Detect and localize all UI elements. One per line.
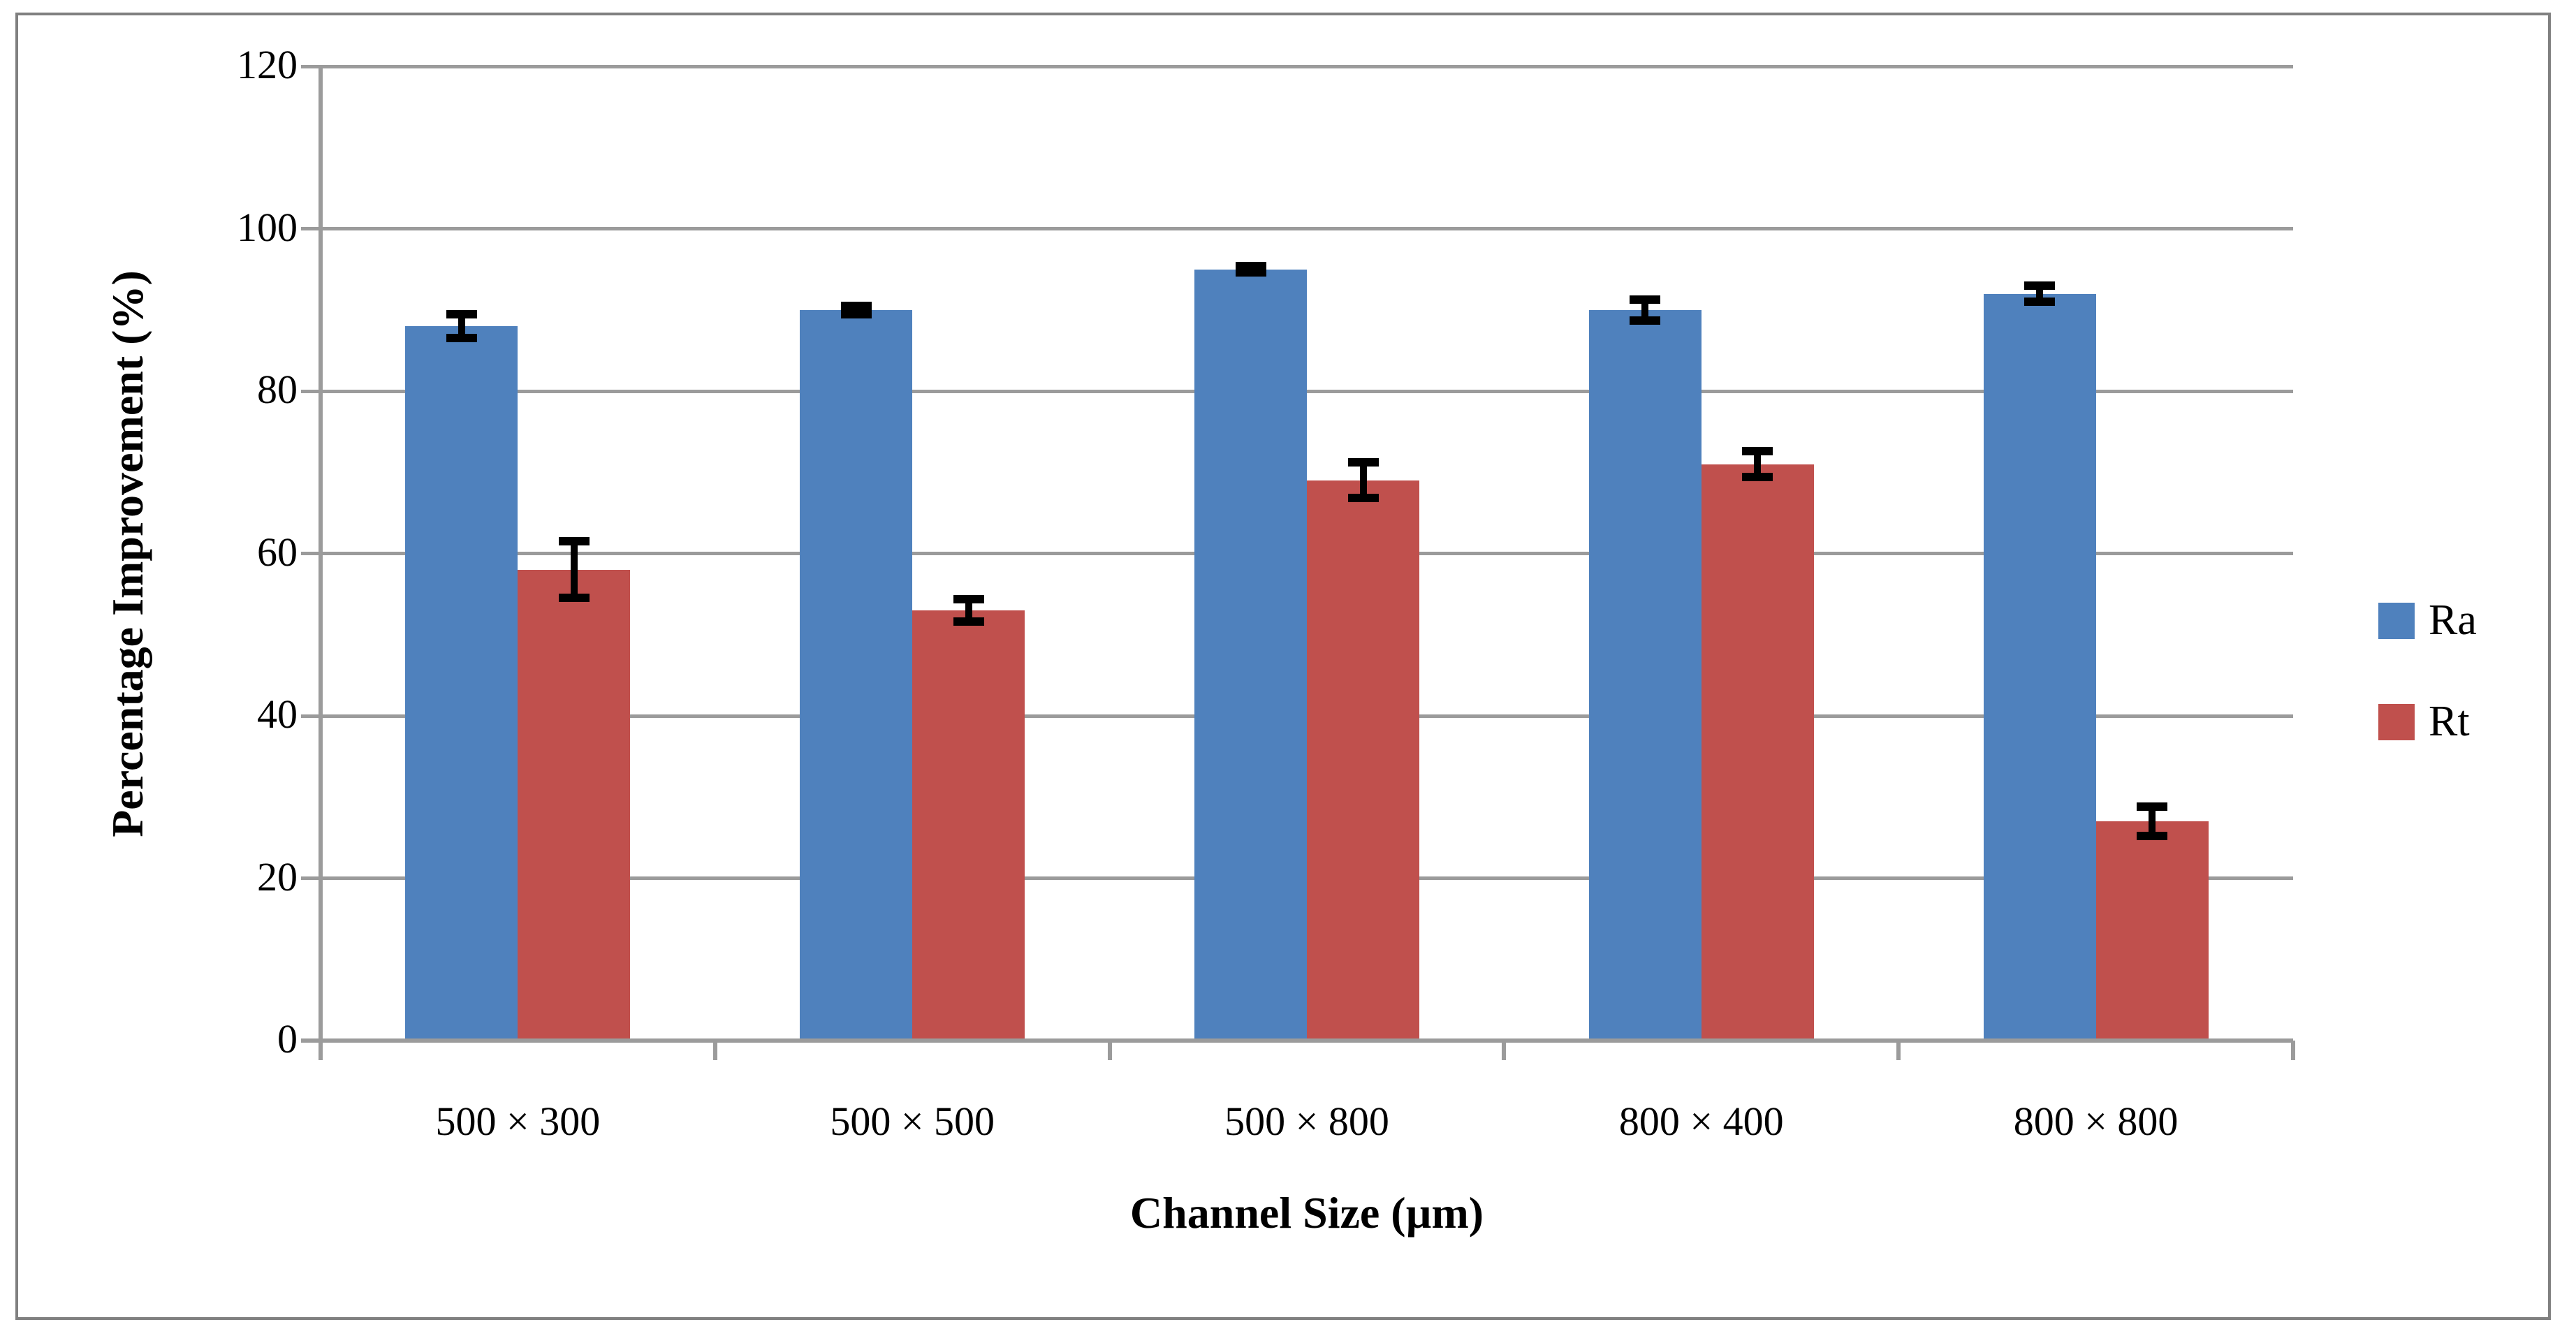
error-cap-bottom [2024,298,2056,307]
y-tick-label-100: 100 [237,204,298,250]
legend-label-ra: Ra [2429,596,2477,644]
error-cap-bottom [1235,268,1266,277]
error-cap-top [840,301,872,310]
y-tick-label-60: 60 [257,529,298,575]
bar-ra-1 [405,326,518,1041]
legend-swatch-ra [2378,602,2415,639]
error-cap-top [1742,447,1773,456]
x-tick-label-3: 500 × 800 [1224,1099,1389,1144]
x-axis-tick-1 [712,1041,717,1060]
x-axis-line [301,1038,2293,1043]
legend-label-rt: Rt [2429,698,2470,745]
error-cap-bottom [840,309,872,318]
y-tick-label-0: 0 [277,1016,298,1062]
bar-rt-5 [2095,821,2209,1041]
error-cap-top [1347,458,1379,467]
x-axis-title: Channel Size (µm) [1129,1188,1484,1238]
error-stem [2149,807,2156,837]
x-tick-label-4: 800 × 400 [1618,1099,1784,1144]
error-stem [1754,451,1762,478]
error-cap-bottom [1742,473,1773,482]
error-stem [458,314,465,339]
error-cap-bottom [1630,316,1661,325]
y-tick-label-120: 120 [237,42,298,88]
error-cap-top [1630,295,1661,304]
legend-swatch-rt [2378,703,2415,740]
gridline-y-80 [321,389,2293,393]
y-axis-title: Percentage Improvement (%) [103,270,152,837]
x-axis-tick-3 [1502,1041,1507,1060]
error-cap-bottom [1347,494,1379,503]
legend-item-ra: Ra [2378,596,2477,645]
bar-rt-1 [518,569,631,1041]
y-tick-label-80: 80 [257,367,298,413]
error-cap-bottom [446,334,477,343]
bar-rt-3 [1307,480,1419,1041]
x-axis-tick-0 [319,1041,323,1060]
error-cap-top [446,309,477,318]
y-tick-label-40: 40 [257,691,298,737]
bar-rt-4 [1701,464,1814,1041]
y-axis-tick-80 [301,389,321,393]
error-stem [1359,462,1367,499]
y-tick-label-20: 20 [257,853,298,900]
y-axis-tick-20 [301,876,321,880]
gridline-y-100 [321,227,2293,230]
error-stem [965,599,972,622]
y-axis-tick-40 [301,714,321,718]
gridline-y-120 [321,64,2293,68]
error-cap-bottom [558,594,590,603]
x-tick-label-1: 500 × 300 [435,1099,601,1144]
y-axis-tick-100 [301,227,321,230]
error-stem [1641,299,1649,321]
y-axis-tick-60 [301,552,321,555]
error-stem [570,541,578,599]
x-tick-label-5: 800 × 800 [2013,1099,2179,1144]
x-tick-label-2: 500 × 500 [830,1099,995,1144]
y-axis-tick-120 [301,64,321,68]
x-axis-tick-2 [1107,1041,1112,1060]
error-stem [2036,285,2044,302]
error-cap-bottom [2137,832,2168,841]
bar-ra-2 [800,309,913,1041]
error-cap-top [1235,261,1266,270]
bar-ra-4 [1588,309,1702,1041]
bar-rt-2 [912,610,1025,1041]
error-cap-bottom [953,617,984,626]
bar-ra-3 [1194,269,1307,1041]
error-cap-top [2137,802,2168,812]
error-cap-top [2024,281,2056,290]
error-cap-top [953,594,984,603]
y-axis-line [319,66,323,1060]
error-cap-top [558,537,590,546]
x-axis-tick-5 [2291,1041,2295,1060]
x-axis-tick-4 [1896,1041,1901,1060]
bar-ra-5 [1983,293,2096,1041]
legend-item-rt: Rt [2378,697,2470,747]
